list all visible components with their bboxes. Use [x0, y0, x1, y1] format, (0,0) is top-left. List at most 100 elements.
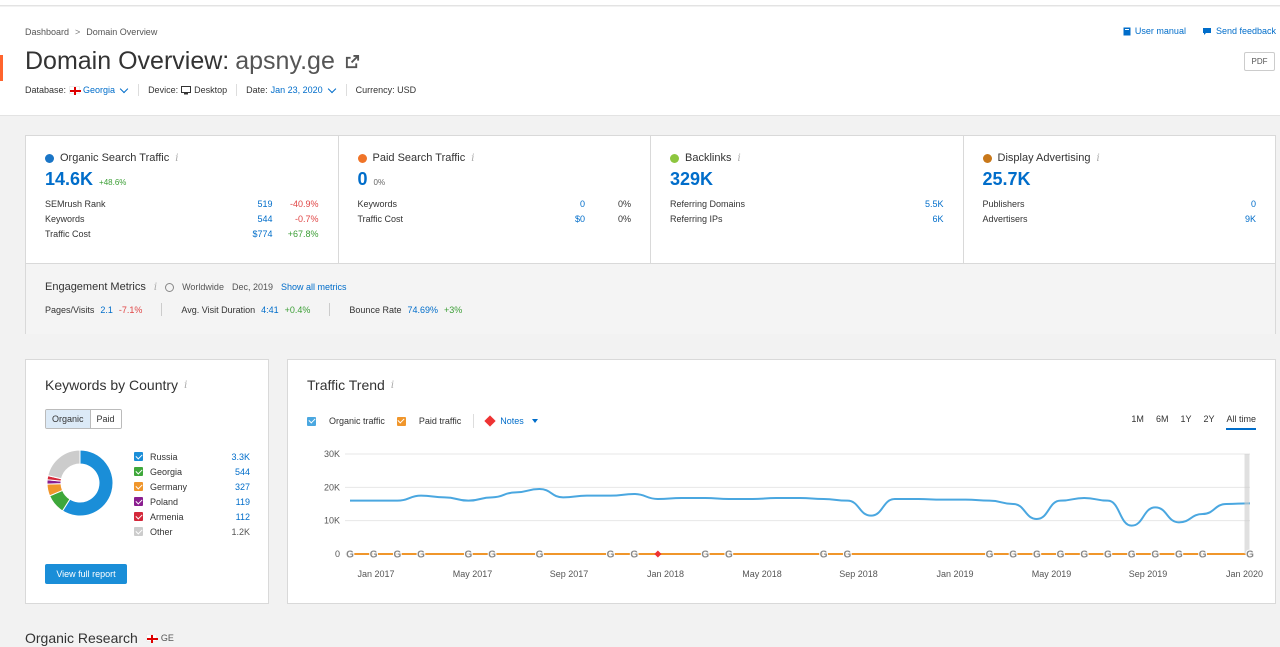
- breadcrumb-dashboard[interactable]: Dashboard: [25, 27, 70, 37]
- google-update-icon[interactable]: G: [1032, 549, 1042, 562]
- donut-slice[interactable]: [47, 449, 81, 480]
- google-update-icon[interactable]: G: [1079, 549, 1089, 562]
- x-tick-label: Sep 2019: [1129, 569, 1168, 579]
- google-update-icon[interactable]: G: [819, 549, 829, 562]
- legend-paid[interactable]: Paid traffic: [396, 416, 461, 426]
- widget-row-value[interactable]: 9K: [1244, 213, 1256, 224]
- send-feedback-link[interactable]: Send feedback: [1202, 26, 1276, 36]
- google-update-icon[interactable]: G: [1056, 549, 1066, 562]
- toggle-paid[interactable]: Paid: [90, 410, 121, 428]
- caret-down-icon: [531, 419, 538, 423]
- period-option[interactable]: All time: [1226, 414, 1256, 430]
- user-manual-link[interactable]: User manual: [1123, 26, 1186, 36]
- book-icon: [1123, 27, 1131, 35]
- breadcrumb-current: Domain Overview: [86, 27, 158, 37]
- widget-title[interactable]: Display Advertising: [997, 152, 1091, 164]
- checkbox-icon[interactable]: [134, 497, 143, 506]
- info-icon[interactable]: i: [153, 281, 158, 293]
- country-row[interactable]: Other 1.2K: [134, 524, 250, 539]
- widget-row-value[interactable]: 0: [579, 198, 585, 209]
- widget-row-value[interactable]: 544: [257, 213, 273, 224]
- country-row[interactable]: Georgia 544: [134, 464, 250, 479]
- period-option[interactable]: 1Y: [1180, 414, 1192, 424]
- info-icon[interactable]: i: [1096, 152, 1100, 164]
- period-option[interactable]: 1M: [1131, 414, 1144, 424]
- breadcrumb-separator: >: [75, 27, 81, 37]
- widget-row: Keywords 544 -0.7%: [45, 213, 319, 224]
- checkbox-icon[interactable]: [134, 512, 143, 521]
- country-row[interactable]: Russia 3.3K: [134, 449, 250, 464]
- google-update-icon[interactable]: G: [1127, 549, 1137, 562]
- widget-title[interactable]: Paid Search Traffic: [372, 152, 466, 164]
- note-diamond-icon: [484, 415, 496, 427]
- widget-row-value[interactable]: $0: [574, 213, 585, 224]
- checkbox-icon[interactable]: [134, 482, 143, 491]
- widget-value[interactable]: 0: [357, 169, 368, 189]
- google-update-icon[interactable]: G: [985, 549, 995, 562]
- period-option[interactable]: 6M: [1155, 414, 1169, 424]
- note-marker[interactable]: [654, 550, 662, 558]
- google-update-icon[interactable]: G: [1150, 549, 1160, 562]
- widget-row-change: -0.7%: [294, 213, 319, 224]
- x-tick-label: Jan 2019: [936, 569, 973, 579]
- widget-row-value[interactable]: 0: [1250, 198, 1256, 209]
- country-row[interactable]: Germany 327: [134, 479, 250, 494]
- checkbox-icon[interactable]: [134, 467, 143, 476]
- google-update-icon[interactable]: G: [842, 549, 852, 562]
- google-update-icon[interactable]: G: [392, 549, 402, 562]
- x-tick-label: Jan 2017: [357, 569, 394, 579]
- widget-value[interactable]: 25.7K: [982, 169, 1031, 189]
- date-selector[interactable]: Date: Jan 23, 2020: [237, 84, 347, 96]
- kbc-title: Keywords by Country: [45, 377, 179, 393]
- country-row[interactable]: Armenia 112: [134, 509, 250, 524]
- google-update-icon[interactable]: G: [345, 549, 355, 562]
- series-line-organic: [350, 487, 1251, 527]
- checkbox-icon[interactable]: [134, 452, 143, 461]
- toggle-organic[interactable]: Organic: [46, 410, 91, 428]
- period-option[interactable]: 2Y: [1203, 414, 1215, 424]
- google-update-icon[interactable]: G: [1103, 549, 1113, 562]
- country-row[interactable]: Poland 119: [134, 494, 250, 509]
- info-icon[interactable]: i: [737, 152, 741, 164]
- google-update-icon[interactable]: G: [724, 549, 734, 562]
- google-update-icon[interactable]: G: [629, 549, 639, 562]
- widget-row-value[interactable]: $774: [252, 228, 273, 239]
- widget-title[interactable]: Backlinks: [685, 152, 732, 164]
- info-icon[interactable]: i: [175, 152, 179, 164]
- chevron-down-icon: [119, 84, 129, 93]
- widget-value[interactable]: 14.6K: [45, 169, 94, 189]
- widget-row-value[interactable]: 6K: [932, 213, 944, 224]
- donut-slice[interactable]: [61, 449, 114, 517]
- widget-value[interactable]: 329K: [670, 169, 714, 189]
- widget-row-value[interactable]: 519: [257, 198, 273, 209]
- google-update-icon[interactable]: G: [369, 549, 379, 562]
- info-icon[interactable]: i: [184, 379, 188, 391]
- info-icon[interactable]: i: [390, 379, 395, 391]
- checkbox-icon[interactable]: [134, 527, 143, 536]
- google-update-icon[interactable]: G: [416, 549, 426, 562]
- show-all-metrics-link[interactable]: Show all metrics: [280, 282, 347, 292]
- x-tick-label: May 2017: [453, 569, 493, 579]
- google-update-icon[interactable]: G: [606, 549, 616, 562]
- notes-dropdown[interactable]: Notes: [473, 414, 538, 428]
- google-update-icon[interactable]: G: [700, 549, 710, 562]
- monitor-icon: [181, 85, 192, 94]
- widget-title[interactable]: Organic Search Traffic: [60, 152, 170, 164]
- google-update-icon[interactable]: G: [1198, 549, 1208, 562]
- view-full-report-button[interactable]: View full report: [45, 564, 127, 584]
- database-selector[interactable]: Database: Georgia: [25, 84, 140, 96]
- pdf-export-button[interactable]: PDF: [1244, 52, 1275, 71]
- google-update-icon[interactable]: G: [535, 549, 545, 562]
- google-update-icon[interactable]: G: [487, 549, 497, 562]
- google-update-icon[interactable]: G: [464, 549, 474, 562]
- google-update-icon[interactable]: G: [1245, 549, 1255, 562]
- summary-widget: Display Advertising i 25.7K Publishers 0 Adve…: [964, 136, 1276, 263]
- widget-row-value[interactable]: 5.5K: [924, 198, 944, 209]
- breadcrumb: Dashboard > Domain Overview: [25, 27, 157, 37]
- google-update-icon[interactable]: G: [1008, 549, 1018, 562]
- legend-organic[interactable]: Organic traffic: [307, 416, 385, 426]
- external-link-icon[interactable]: [345, 54, 360, 69]
- info-icon[interactable]: i: [471, 152, 475, 164]
- widget-change: 0%: [373, 178, 386, 187]
- google-update-icon[interactable]: G: [1174, 549, 1184, 562]
